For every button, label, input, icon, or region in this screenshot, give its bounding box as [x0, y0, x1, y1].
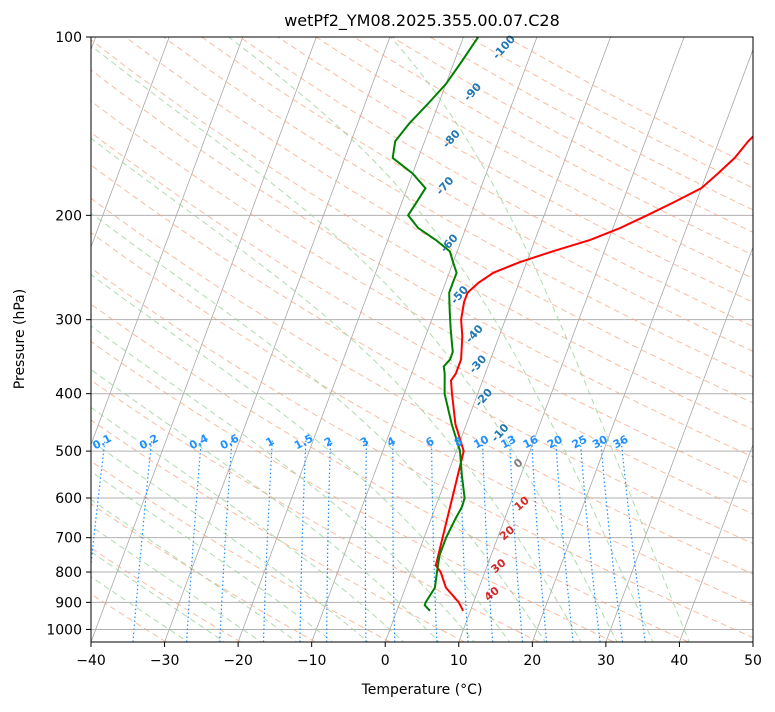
- y-tick-label: 100: [55, 30, 82, 46]
- x-tick-label: −20: [223, 653, 253, 669]
- y-tick-label: 800: [55, 565, 82, 581]
- y-tick-label: 700: [55, 531, 82, 547]
- y-tick-label: 1000: [46, 622, 82, 638]
- x-tick-label: 40: [670, 653, 688, 669]
- y-tick-label: 600: [55, 491, 82, 507]
- x-tick-label: −10: [297, 653, 327, 669]
- x-tick-label: 10: [450, 653, 468, 669]
- y-tick-label: 200: [55, 208, 82, 224]
- x-tick-label: 0: [381, 653, 390, 669]
- y-tick-label: 500: [55, 444, 82, 460]
- x-tick-label: 30: [597, 653, 615, 669]
- y-tick-label: 900: [55, 595, 82, 611]
- y-axis-label: Pressure (hPa): [12, 289, 28, 389]
- y-tick-label: 400: [55, 387, 82, 403]
- chart-title: wetPf2_YM08.2025.355.00.07.C28: [284, 11, 560, 31]
- x-tick-label: 50: [744, 653, 762, 669]
- x-tick-label: 20: [523, 653, 541, 669]
- x-axis-label: Temperature (°C): [361, 682, 483, 698]
- y-tick-label: 300: [55, 313, 82, 329]
- x-tick-label: −30: [150, 653, 180, 669]
- x-tick-label: −40: [76, 653, 106, 669]
